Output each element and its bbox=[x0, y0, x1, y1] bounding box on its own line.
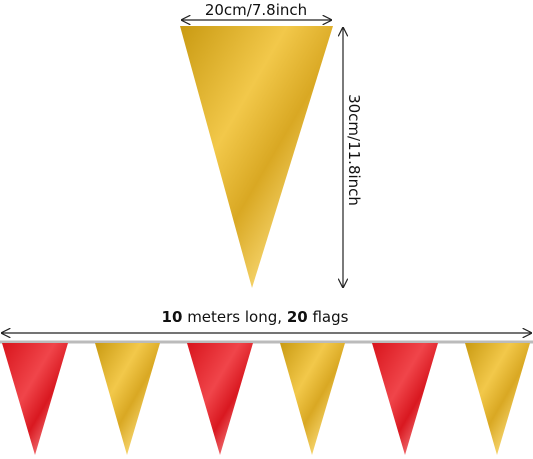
banner-label: 10 meters long, 20 flags bbox=[162, 308, 349, 326]
flags-number: 20 bbox=[287, 308, 308, 326]
flag bbox=[95, 343, 160, 455]
height-label: 30cm/11.8inch bbox=[345, 94, 363, 206]
length-text: meters long, bbox=[182, 308, 286, 326]
flag-large bbox=[180, 26, 333, 288]
flag bbox=[187, 343, 253, 455]
width-label: 20cm/7.8inch bbox=[205, 1, 307, 19]
flag bbox=[465, 343, 530, 455]
flag bbox=[2, 343, 68, 455]
flags-text: flags bbox=[308, 308, 349, 326]
flag bbox=[372, 343, 438, 455]
length-number: 10 bbox=[162, 308, 183, 326]
flag bbox=[280, 343, 345, 455]
